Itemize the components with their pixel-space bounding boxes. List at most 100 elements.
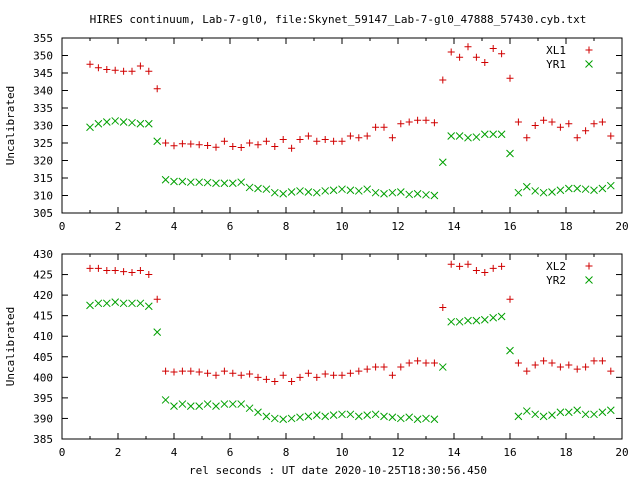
data-point: [548, 359, 556, 367]
data-point: [195, 141, 203, 149]
data-point: [472, 133, 481, 141]
data-point: [86, 60, 94, 68]
legend-label: YR1: [546, 58, 566, 71]
data-point: [447, 317, 456, 326]
data-point: [229, 369, 237, 377]
data-point: [422, 116, 430, 124]
data-point: [363, 132, 371, 140]
data-point: [220, 179, 229, 188]
data-point: [128, 269, 136, 276]
data-point: [128, 299, 136, 308]
data-point: [354, 187, 363, 195]
data-point: [304, 412, 313, 421]
data-point: [102, 299, 111, 308]
data-point: [262, 185, 271, 194]
data-point: [489, 130, 498, 139]
data-point: [162, 139, 170, 147]
data-point: [581, 410, 590, 419]
data-point: [514, 118, 522, 126]
legend-marker: [585, 276, 593, 284]
data-point: [372, 123, 380, 131]
data-point: [422, 414, 430, 423]
data-point: [447, 132, 456, 140]
x-tick-label: 16: [503, 220, 516, 233]
data-point: [464, 316, 472, 325]
data-point: [237, 400, 246, 408]
y-tick-label: 415: [33, 310, 53, 323]
data-point: [178, 400, 187, 408]
data-point: [288, 377, 296, 385]
data-point: [203, 178, 212, 187]
data-point: [304, 369, 312, 377]
data-point: [556, 363, 564, 371]
x-tick-label: 10: [335, 446, 348, 459]
data-point: [380, 412, 388, 421]
data-point: [204, 141, 212, 149]
data-point: [321, 187, 330, 195]
data-point: [354, 412, 363, 421]
data-point: [212, 402, 220, 410]
data-point: [414, 116, 422, 124]
data-point: [489, 45, 497, 52]
data-point: [111, 298, 120, 306]
data-point: [590, 410, 598, 419]
data-point: [262, 137, 270, 145]
data-point: [590, 357, 598, 365]
data-point: [565, 120, 573, 128]
data-point: [212, 179, 220, 188]
data-point: [438, 158, 447, 167]
y-tick-label: 315: [33, 172, 53, 185]
data-point: [372, 363, 380, 371]
data-point: [388, 134, 396, 142]
data-point: [103, 266, 111, 274]
x-tick-label: 12: [391, 220, 404, 233]
x-tick-label: 18: [559, 446, 572, 459]
x-tick-label: 6: [227, 220, 234, 233]
x-axis-label: rel seconds : UT date 2020-10-25T18:30:5…: [189, 464, 487, 477]
upper-panel: 0 2 4 6 8 10 12 14 16 18 20 305 310 315 320 325 330 335 34…: [4, 32, 629, 233]
data-point: [313, 137, 321, 145]
data-point: [506, 346, 514, 355]
data-point: [321, 370, 329, 378]
data-point: [103, 66, 111, 73]
data-point: [195, 178, 204, 187]
data-point: [262, 412, 271, 421]
data-point: [254, 408, 262, 417]
data-point: [380, 363, 388, 371]
data-point: [489, 313, 498, 322]
y-tick-label: 320: [33, 155, 53, 168]
data-point: [531, 410, 540, 419]
data-point: [414, 357, 422, 365]
data-point: [438, 363, 447, 371]
data-point: [430, 191, 439, 200]
data-point: [397, 363, 405, 371]
data-point: [212, 143, 220, 151]
x-tick-label: 18: [559, 220, 572, 233]
data-point: [405, 359, 413, 367]
y-tick-label: 420: [33, 289, 53, 302]
data-point: [153, 137, 162, 146]
data-point: [212, 371, 220, 379]
data-point: [447, 260, 455, 268]
data-point: [531, 122, 539, 129]
data-point: [228, 179, 237, 188]
data-point: [363, 411, 372, 420]
y-tick-label: 305: [33, 207, 53, 220]
data-point: [170, 402, 178, 410]
data-point: [304, 132, 312, 140]
data-point: [388, 371, 396, 379]
data-point: [161, 175, 170, 184]
legend-marker: [585, 46, 593, 54]
data-point: [397, 120, 405, 128]
data-point: [178, 177, 187, 186]
data-point: [564, 184, 573, 193]
data-point: [271, 143, 279, 150]
series-xl2: [86, 260, 615, 385]
y-tick-label: 425: [33, 269, 53, 282]
data-point: [245, 183, 254, 192]
data-point: [144, 302, 153, 311]
data-point: [388, 413, 397, 422]
data-point: [128, 118, 136, 127]
data-point: [94, 119, 103, 128]
series-xl1: [86, 43, 615, 152]
